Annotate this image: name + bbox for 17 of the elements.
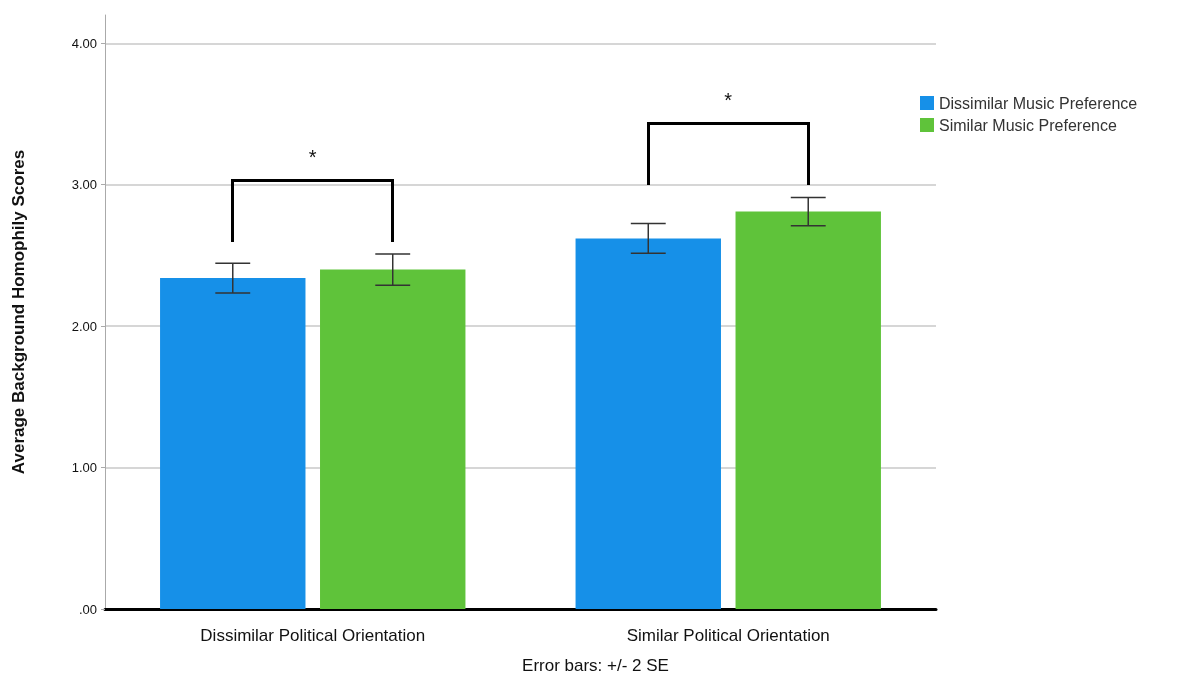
x-tick-label: Similar Political Orientation [626, 626, 830, 645]
bar [320, 269, 466, 609]
y-tick-label: 2.00 [71, 318, 97, 334]
y-tick-label: .00 [78, 601, 97, 617]
legend-label: Similar Music Preference [939, 116, 1117, 134]
bar [575, 238, 721, 609]
bar [735, 211, 881, 609]
y-tick-label: 3.00 [71, 177, 97, 193]
legend-label: Dissimilar Music Preference [939, 94, 1138, 112]
text: Error bars: +/- 2 SE [522, 656, 669, 675]
annotation: * [308, 146, 317, 169]
y-tick-label: 1.00 [71, 460, 97, 476]
x-tick-label: Dissimilar Political Orientation [200, 626, 426, 645]
y-tick-label: 4.00 [71, 35, 97, 51]
y-axis-title: Average Background Homophily Scores [9, 149, 28, 475]
annotation: * [724, 89, 733, 112]
bar [160, 278, 306, 609]
